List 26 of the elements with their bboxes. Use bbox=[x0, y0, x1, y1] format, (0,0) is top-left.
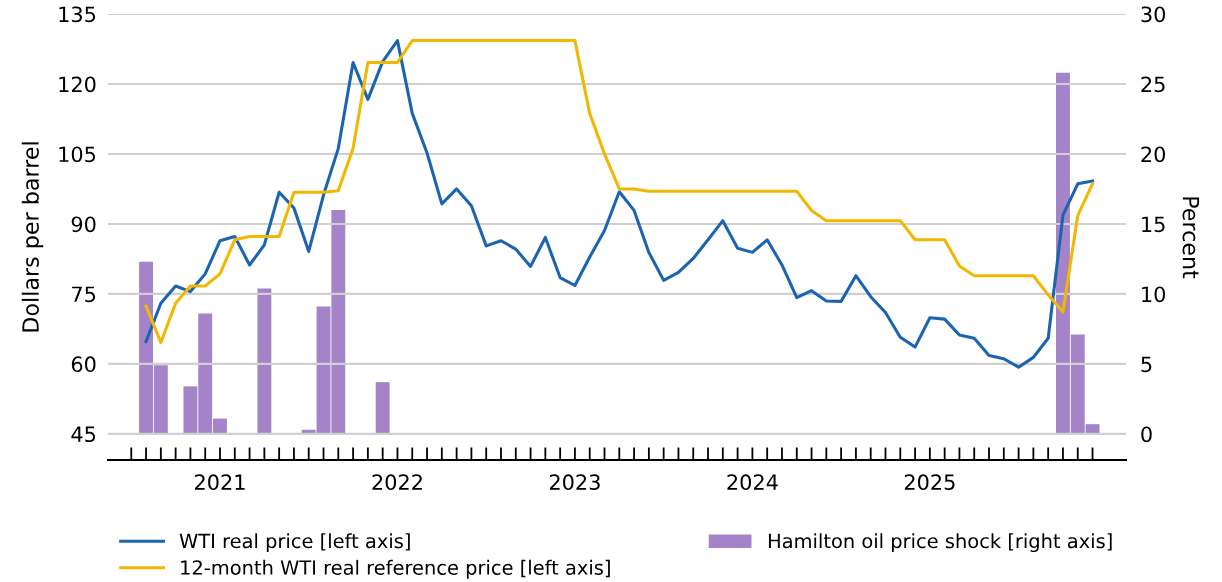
legend-label: 12-month WTI real reference price [left axis] bbox=[181, 559, 610, 579]
x-tick-label: 2023 bbox=[549, 474, 600, 491]
y2-tick-label: 5 bbox=[1141, 356, 1152, 373]
x-tick-label: 2021 bbox=[195, 474, 245, 491]
legend-label: Hamilton oil price shock [right axis] bbox=[768, 533, 1112, 553]
y-tick-label: 120 bbox=[59, 76, 96, 93]
y-tick-label: 135 bbox=[59, 6, 96, 23]
y2-tick-label: 0 bbox=[1141, 426, 1152, 443]
y2-tick-label: 25 bbox=[1141, 76, 1165, 93]
y2-axis-title: Percent bbox=[1182, 197, 1200, 279]
x-tick-label: 2025 bbox=[904, 474, 955, 491]
bar bbox=[375, 382, 390, 434]
y-axis-title: Dollars per barrel bbox=[21, 142, 44, 332]
y2-tick-label: 20 bbox=[1141, 146, 1166, 163]
legend-label: WTI real price [left axis] bbox=[179, 533, 410, 553]
x-tick-label: 2024 bbox=[727, 474, 778, 491]
y-tick-label: 60 bbox=[71, 356, 96, 373]
y-tick-label: 45 bbox=[71, 426, 96, 443]
bar bbox=[257, 288, 272, 434]
y-tick-label: 90 bbox=[71, 216, 96, 233]
y2-tick-label: 10 bbox=[1142, 286, 1166, 303]
y-tick-label: 105 bbox=[59, 146, 96, 163]
y2-tick-label: 15 bbox=[1142, 216, 1165, 233]
y2-tick-label: 30 bbox=[1141, 6, 1166, 23]
x-tick-label: 2022 bbox=[372, 474, 422, 491]
y-tick-label: 75 bbox=[72, 286, 96, 303]
